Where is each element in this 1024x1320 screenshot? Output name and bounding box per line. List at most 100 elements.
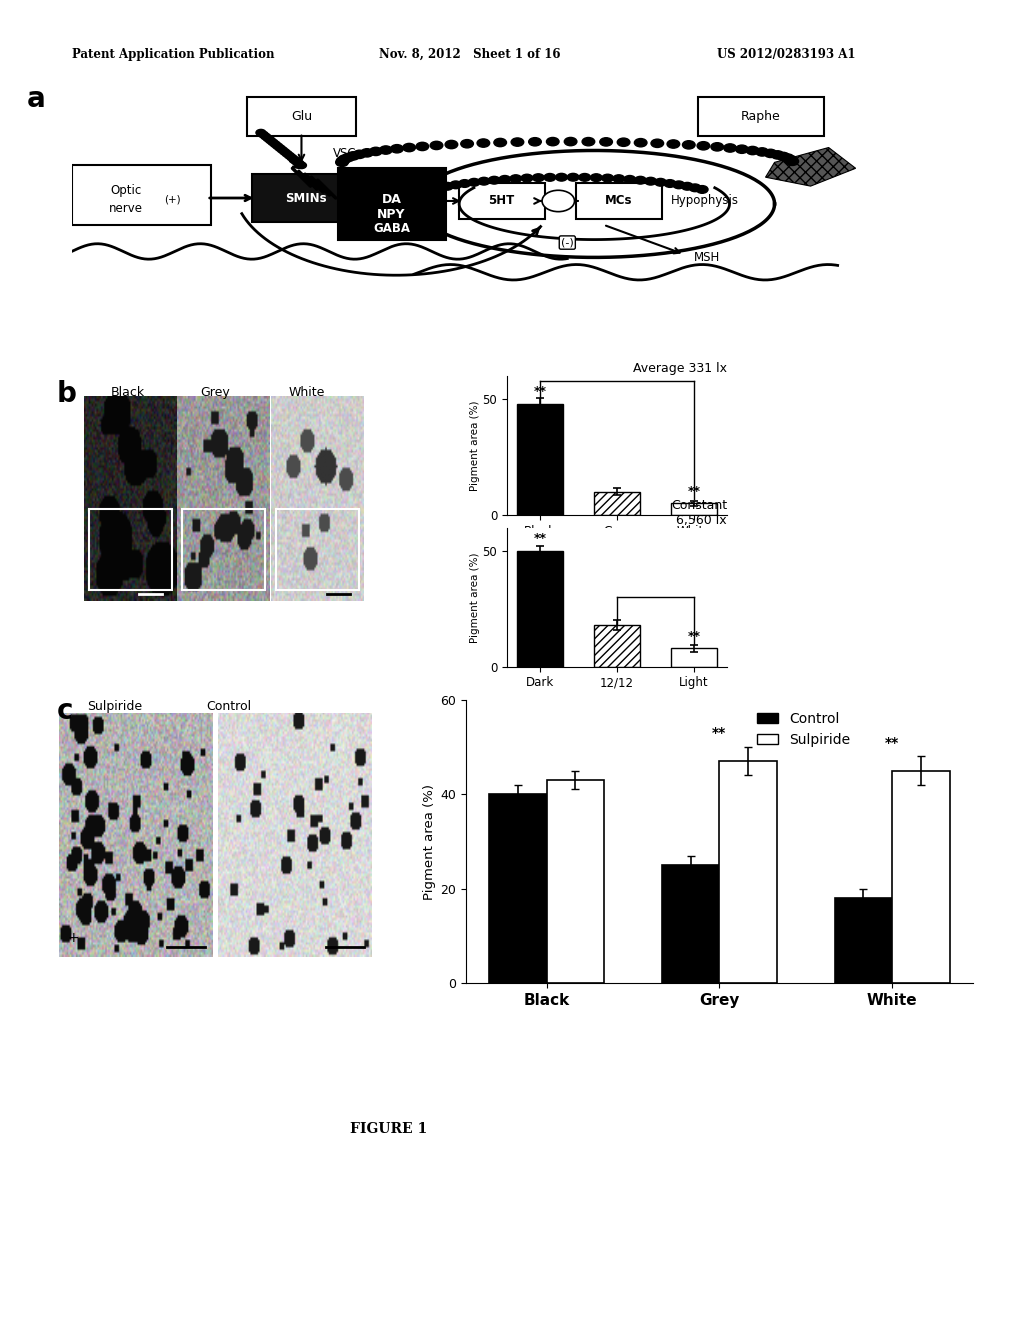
Circle shape: [567, 173, 579, 181]
Circle shape: [556, 173, 567, 181]
Circle shape: [339, 154, 351, 164]
Text: DA: DA: [382, 193, 401, 206]
Circle shape: [689, 183, 700, 191]
Bar: [671, 503, 717, 515]
Circle shape: [390, 145, 403, 153]
Circle shape: [510, 174, 521, 182]
Circle shape: [499, 176, 511, 183]
Circle shape: [347, 152, 359, 160]
Circle shape: [542, 190, 574, 211]
Circle shape: [579, 173, 591, 181]
Circle shape: [468, 178, 480, 186]
Bar: [276, 508, 358, 590]
Circle shape: [488, 177, 500, 183]
FancyBboxPatch shape: [459, 183, 545, 219]
Text: +: +: [554, 195, 563, 206]
Circle shape: [285, 152, 295, 158]
Bar: [489, 795, 547, 983]
Circle shape: [602, 174, 613, 182]
Circle shape: [283, 150, 292, 157]
Circle shape: [735, 145, 749, 153]
Text: Grey: Grey: [200, 385, 230, 399]
Circle shape: [777, 152, 790, 161]
Text: SMINs: SMINs: [285, 191, 327, 205]
Y-axis label: Pigment area (%): Pigment area (%): [423, 784, 436, 899]
Circle shape: [278, 147, 288, 153]
Circle shape: [270, 141, 281, 148]
Circle shape: [441, 182, 454, 190]
Legend: Control, Sulpiride: Control, Sulpiride: [752, 706, 856, 752]
Text: MSH: MSH: [693, 251, 720, 264]
Text: Nov. 8, 2012   Sheet 1 of 16: Nov. 8, 2012 Sheet 1 of 16: [379, 48, 560, 61]
Circle shape: [430, 141, 442, 149]
Circle shape: [711, 143, 724, 150]
Circle shape: [613, 174, 625, 182]
FancyBboxPatch shape: [72, 165, 211, 224]
Text: (-): (-): [561, 238, 573, 248]
Circle shape: [402, 144, 416, 152]
Text: **: **: [713, 726, 726, 741]
Circle shape: [591, 174, 602, 182]
Text: VSC: VSC: [333, 147, 356, 160]
Text: White: White: [289, 385, 326, 399]
Circle shape: [697, 141, 710, 150]
Circle shape: [624, 176, 636, 183]
Circle shape: [532, 174, 544, 182]
Circle shape: [275, 145, 285, 152]
Circle shape: [370, 148, 382, 156]
Text: **: **: [885, 737, 899, 750]
Circle shape: [478, 177, 489, 185]
Bar: [892, 771, 950, 983]
Text: Glu: Glu: [291, 110, 312, 123]
Text: FIGURE 1: FIGURE 1: [350, 1122, 428, 1135]
Circle shape: [564, 137, 577, 145]
Circle shape: [256, 129, 266, 136]
Circle shape: [645, 177, 656, 185]
Circle shape: [297, 162, 306, 169]
FancyBboxPatch shape: [252, 174, 360, 222]
Circle shape: [521, 174, 532, 182]
Text: Hypophysis: Hypophysis: [671, 194, 739, 207]
Bar: [594, 492, 640, 515]
Text: a: a: [27, 84, 45, 114]
Text: Black: Black: [111, 385, 145, 399]
Circle shape: [427, 186, 438, 193]
Text: nerve: nerve: [109, 202, 142, 215]
Circle shape: [681, 182, 693, 190]
Circle shape: [667, 140, 680, 148]
Text: +: +: [68, 931, 79, 945]
Circle shape: [696, 186, 708, 193]
Circle shape: [353, 150, 366, 158]
Circle shape: [764, 149, 777, 157]
Bar: [719, 762, 777, 983]
Circle shape: [336, 158, 348, 166]
Text: Patent Application Publication: Patent Application Publication: [72, 48, 274, 61]
Circle shape: [461, 140, 473, 148]
Circle shape: [746, 147, 759, 154]
Circle shape: [600, 137, 612, 147]
Text: Average 331 lx: Average 331 lx: [633, 362, 727, 375]
Circle shape: [784, 156, 797, 164]
Circle shape: [544, 173, 556, 181]
Circle shape: [272, 143, 283, 149]
Y-axis label: Pigment area (%): Pigment area (%): [470, 400, 479, 491]
Circle shape: [651, 139, 664, 148]
Circle shape: [724, 144, 736, 152]
Circle shape: [654, 178, 667, 186]
Circle shape: [342, 153, 354, 161]
Circle shape: [673, 181, 685, 189]
Text: **: **: [687, 486, 700, 498]
Polygon shape: [766, 148, 856, 186]
Circle shape: [617, 139, 630, 147]
Bar: [662, 865, 719, 983]
Circle shape: [528, 137, 542, 147]
Text: (+): (+): [164, 195, 181, 205]
Y-axis label: Pigment area (%): Pigment area (%): [470, 552, 479, 643]
Circle shape: [459, 180, 470, 187]
Circle shape: [477, 139, 489, 148]
Bar: [182, 508, 264, 590]
Circle shape: [290, 156, 299, 162]
Text: b: b: [56, 380, 76, 408]
Text: **: **: [534, 532, 547, 545]
Circle shape: [511, 137, 523, 147]
